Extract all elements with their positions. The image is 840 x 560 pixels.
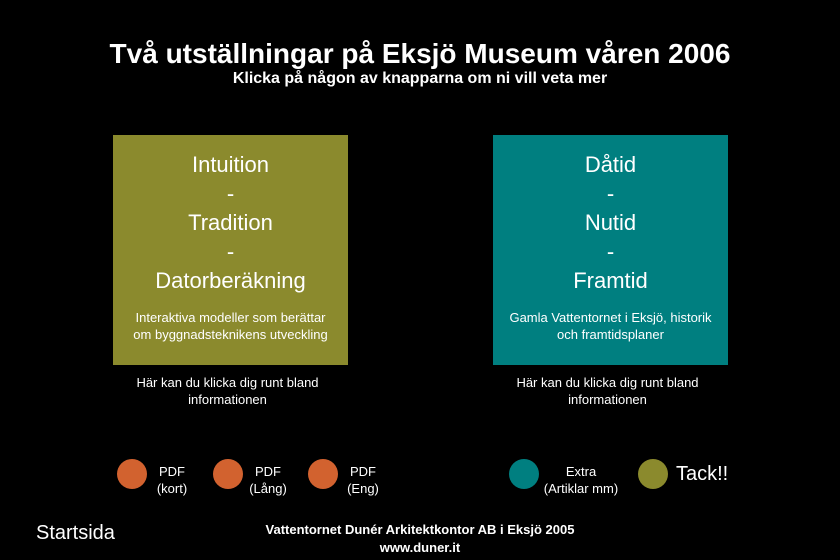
button-label-line[interactable]: (kort) <box>156 481 188 496</box>
description-line: Interaktiva modeller som berättar <box>135 310 326 325</box>
pdf-button[interactable] <box>509 459 539 489</box>
panel-button[interactable]: Dåtid - Nutid - Framtid Gamla Vattentornet i … <box>493 135 728 365</box>
footer-line: www.duner.it <box>379 540 461 555</box>
panel-line: Nutid <box>584 210 637 235</box>
button-label[interactable]: PDF (Eng) <box>313 463 413 497</box>
caption-line: Här kan du klicka dig runt bland <box>136 375 319 390</box>
footer-line: Vattentornet Dunér Arkitektkontor AB i E… <box>265 522 575 537</box>
panel-button[interactable]: Intuition - Tradition - Datorberäkning Intera… <box>113 135 348 365</box>
button-label-line[interactable]: PDF <box>159 464 185 479</box>
pdf-button[interactable] <box>308 459 338 489</box>
button-label-line[interactable]: (Artiklar mm) <box>543 481 619 496</box>
pdf-button[interactable] <box>117 459 147 489</box>
description-line: om byggnadsteknikens utveckling <box>133 327 328 342</box>
caption-line: Här kan du klicka dig runt bland <box>516 375 699 390</box>
panel-line: - <box>606 181 615 206</box>
panel-text: Intuition - Tradition - Datorberäkning Intera… <box>113 135 348 343</box>
button-label-line[interactable]: (Lång) <box>249 481 287 496</box>
panel-line: - <box>226 239 235 264</box>
description-line: och framtidsplaner <box>557 327 664 342</box>
panel-caption: Här kan du klicka dig runt bland informat… <box>110 374 345 408</box>
panel-caption: Här kan du klicka dig runt bland informat… <box>490 374 725 408</box>
button-label-line[interactable]: (Eng) <box>347 481 379 496</box>
button-label-line[interactable]: PDF <box>350 464 376 479</box>
button-label-line[interactable]: Extra <box>565 464 597 479</box>
subtitle: Klicka på någon av knapparna om ni vill … <box>232 70 608 87</box>
button-label-line[interactable]: PDF <box>255 464 281 479</box>
panel-line: - <box>606 239 615 264</box>
caption-line: informationen <box>188 392 267 407</box>
panel-description: Gamla Vattentornet i Eksjö, historik och … <box>493 309 728 343</box>
pdf-button[interactable] <box>213 459 243 489</box>
panel-text: Dåtid - Nutid - Framtid Gamla Vattentornet i … <box>493 135 728 343</box>
caption-line: informationen <box>568 392 647 407</box>
panel-description: Interaktiva modeller som berättar om bygg… <box>113 309 348 343</box>
title: Två utställningar på Eksjö Museum våren … <box>109 38 731 69</box>
button-label[interactable]: PDF (kort) <box>122 463 222 497</box>
start-link[interactable]: Startsida <box>36 522 115 544</box>
description-line: Gamla Vattentornet i Eksjö, historik <box>509 310 712 325</box>
panel-line: Datorberäkning <box>155 268 306 293</box>
thanks-label[interactable]: Tack!! <box>676 463 729 485</box>
panel-line: - <box>226 181 235 206</box>
button-label[interactable]: PDF (Lång) <box>218 463 318 497</box>
panel-line: Tradition <box>188 210 273 235</box>
button-label[interactable]: Extra (Artiklar mm) <box>531 463 631 497</box>
panel-line: Intuition <box>191 152 270 177</box>
panel-line: Framtid <box>573 268 648 293</box>
footer: Vattentornet Dunér Arkitektkontor AB i E… <box>0 521 840 557</box>
thanks-button[interactable] <box>638 459 668 489</box>
panel-line: Dåtid <box>584 152 637 177</box>
